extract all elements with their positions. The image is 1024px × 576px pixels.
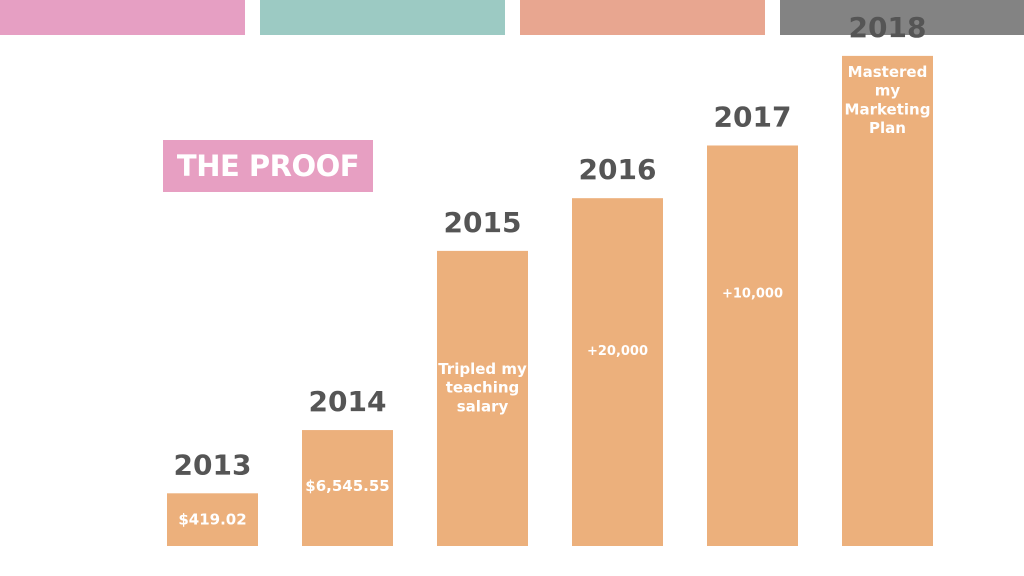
bar-2016: [572, 198, 663, 546]
top-color-bar-pink: [0, 0, 245, 35]
bar-value-label-2018: my: [875, 82, 901, 100]
bar-value-label-2014: $6,545.55: [305, 477, 389, 495]
chart-title-badge: THE PROOF: [163, 140, 373, 192]
year-label-2015: 2015: [444, 206, 522, 239]
bar-value-label-2015: Tripled my: [438, 360, 527, 378]
bar-value-label-2015: teaching: [446, 379, 520, 397]
year-label-2016: 2016: [579, 153, 657, 186]
year-label-2018: 2018: [849, 11, 927, 44]
bar-value-label-2018: Plan: [869, 119, 906, 137]
bar-2013: [167, 493, 258, 546]
bar-value-label-2013: $419.02: [178, 510, 246, 528]
bar-2015: [437, 250, 528, 546]
top-color-bar-salmon: [520, 0, 765, 35]
bar-value-label-2018: Mastered: [848, 63, 928, 81]
bar-2014: [302, 430, 393, 546]
year-label-2013: 2013: [174, 448, 252, 481]
year-label-2014: 2014: [309, 385, 387, 418]
top-color-bar-teal: [260, 0, 505, 35]
year-label-2017: 2017: [714, 100, 792, 133]
top-color-bar-gray: [780, 0, 1024, 35]
bar-value-label-2018: Marketing: [845, 100, 931, 118]
bar-value-label-2016: +20,000: [587, 344, 648, 359]
bar-2018: [842, 55, 933, 546]
bar-value-label-2017: +10,000: [722, 286, 783, 301]
bar-2017: [707, 145, 798, 547]
bar-value-label-2015: salary: [457, 397, 509, 415]
